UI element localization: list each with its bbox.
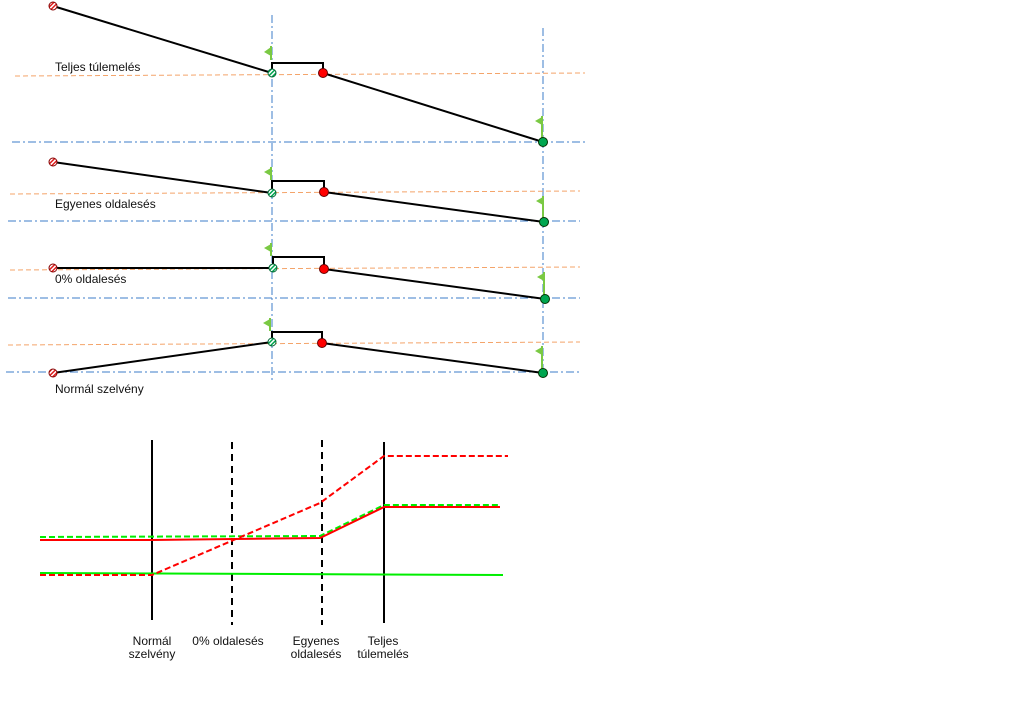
cross-section-0-percent: 0% oldalesés bbox=[8, 243, 581, 304]
station-label: túlemelés bbox=[357, 647, 408, 661]
vertical-axes bbox=[271, 15, 544, 380]
red-point-icon bbox=[317, 338, 327, 348]
cross-section-egyenes: Egyenes oldalesés bbox=[8, 157, 581, 227]
flag-icon bbox=[264, 243, 272, 256]
red-point-icon bbox=[318, 68, 328, 78]
bracket bbox=[272, 256, 325, 269]
hatched-point-icon bbox=[48, 157, 58, 167]
green-point-icon bbox=[538, 368, 548, 378]
red-solid-line bbox=[40, 506, 500, 541]
flag-icon bbox=[536, 196, 544, 218]
section-label: Normál szelvény bbox=[55, 382, 144, 396]
station-label: oldalesés bbox=[291, 647, 342, 661]
flag-icon bbox=[264, 46, 272, 60]
red-point-icon bbox=[319, 264, 329, 274]
hatched-point-icon bbox=[48, 1, 58, 11]
cross-section-teljes: Teljes túlemelés bbox=[12, 1, 586, 147]
transition-diagram: Normál szelvény 0% oldalesés Egyenes old… bbox=[39, 440, 508, 661]
hatched-point-icon bbox=[268, 263, 278, 273]
green-point-icon bbox=[539, 217, 549, 227]
green-dashed-line bbox=[39, 504, 500, 538]
green-solid-line bbox=[39, 572, 504, 576]
station-label: Egyenes bbox=[293, 634, 340, 648]
green-point-icon bbox=[540, 294, 550, 304]
hatched-point-icon bbox=[267, 188, 277, 198]
bracket bbox=[271, 331, 323, 343]
station-label: 0% oldalesés bbox=[192, 634, 263, 648]
flag-icon bbox=[264, 167, 272, 180]
red-point-icon bbox=[319, 187, 329, 197]
guide-line bbox=[14, 72, 586, 77]
hatched-point-icon bbox=[267, 68, 277, 78]
station-label: Teljes bbox=[368, 634, 399, 648]
flag-icon bbox=[535, 116, 543, 138]
cross-section-normal: Normál szelvény bbox=[6, 318, 581, 396]
section-label: Egyenes oldalesés bbox=[55, 197, 156, 211]
flag-icon bbox=[535, 346, 543, 369]
red-dashed-line bbox=[40, 455, 508, 576]
station-label: szelvény bbox=[129, 647, 176, 661]
section-label: Teljes túlemelés bbox=[55, 60, 140, 74]
hatched-point-icon bbox=[48, 263, 58, 273]
hatched-point-icon bbox=[48, 368, 58, 378]
flag-icon bbox=[263, 318, 271, 331]
hatched-point-icon bbox=[267, 337, 277, 347]
section-label: 0% oldalesés bbox=[55, 272, 126, 286]
bracket bbox=[271, 180, 325, 193]
station-label: Normál bbox=[133, 634, 172, 648]
green-point-icon bbox=[538, 137, 548, 147]
bracket bbox=[271, 62, 324, 73]
flag-icon bbox=[537, 272, 545, 295]
